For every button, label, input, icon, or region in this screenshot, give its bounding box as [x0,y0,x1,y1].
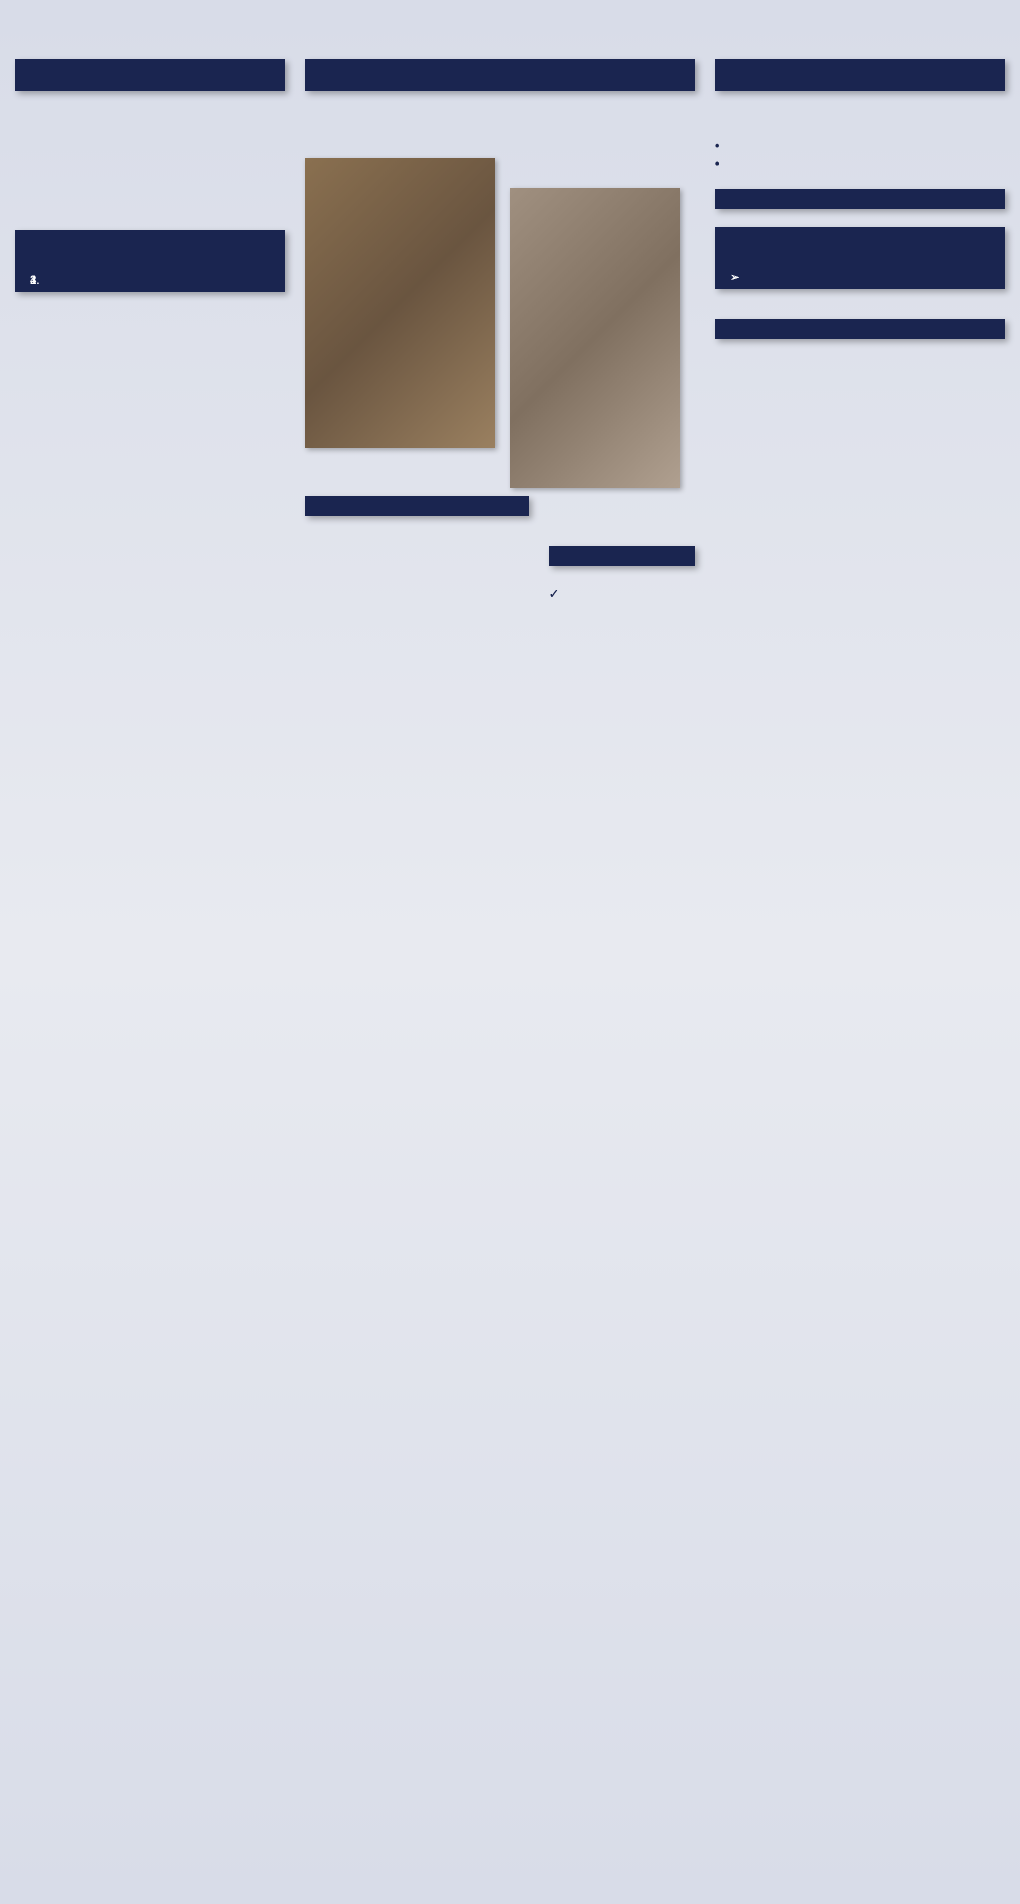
hybrid-block [549,496,695,584]
installations-box [715,227,1005,289]
equipment-image [510,188,680,488]
image-row [305,158,695,488]
results-list [715,136,1005,154]
solution-block [305,496,529,584]
approach-header [305,59,695,91]
image-right-block [510,188,680,488]
results-header [715,59,1005,91]
image-left-block [305,158,495,456]
title-block [210,15,830,23]
solution-header [305,496,529,516]
logo-block [15,15,210,39]
fabrication-image [305,158,495,448]
mid-row [305,496,695,584]
installations-header [715,189,1005,209]
column-challenge [15,59,285,584]
column-approach [305,59,695,584]
column-results [715,59,1005,584]
hybrid-header [549,546,695,566]
nodisrupt-header [715,319,1005,339]
header [15,15,1005,39]
columns [15,59,1005,584]
locations [830,15,1005,35]
challenge-header [15,59,285,91]
benefits-box [15,230,285,292]
